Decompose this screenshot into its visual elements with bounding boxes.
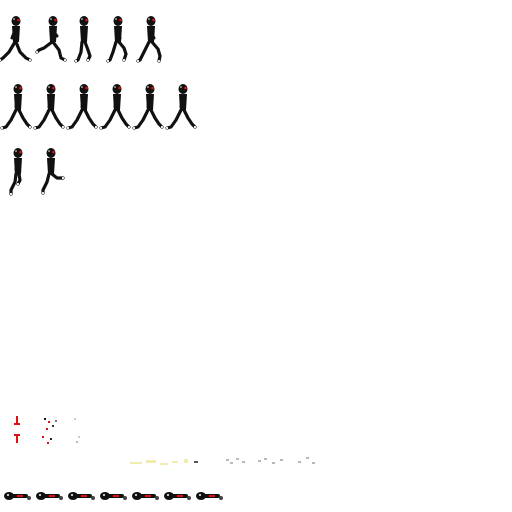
red-marker-bar (14, 423, 20, 425)
body-part-piece (35, 488, 65, 507)
debris-particle (48, 421, 50, 423)
sprite-frame-walk (66, 82, 100, 132)
debris-particle (46, 428, 48, 430)
red-marker (16, 434, 18, 443)
fighter-figure (9, 148, 23, 196)
spark-streak (130, 462, 142, 464)
body-part-piece (99, 488, 129, 507)
debris-particle (44, 418, 46, 420)
dust-particle (236, 458, 239, 460)
spark-streak (172, 461, 178, 463)
dust-particle (306, 457, 309, 459)
debris-particle (78, 436, 80, 438)
spark-core (194, 461, 198, 463)
dust-particle (258, 460, 261, 462)
debris-particle (55, 420, 57, 422)
dust-particle (264, 458, 267, 460)
fighter-figure (66, 84, 98, 130)
sprite-frame-walk (132, 82, 166, 132)
dust-particle (298, 461, 301, 463)
sprite-frame-tuck (2, 146, 34, 196)
dust-particle (280, 459, 283, 461)
dust-particle (230, 462, 233, 464)
debris-particle (42, 436, 44, 438)
sprite-frame-upright-step (68, 14, 100, 64)
fighter-figure (132, 84, 164, 130)
dust-particle (272, 462, 275, 464)
body-part-piece (131, 488, 161, 507)
debris-particle (74, 418, 76, 420)
debris-particle (76, 441, 78, 443)
body-part-piece (195, 488, 225, 507)
red-marker (16, 416, 18, 425)
red-marker-bar (14, 434, 20, 436)
fighter-figure (165, 84, 197, 130)
dust-particle (312, 462, 315, 464)
sprite-frame-walk (165, 82, 199, 132)
fighter-figure (74, 16, 92, 63)
dust-particle (226, 459, 229, 461)
sprite-frame-crouch-leap (35, 14, 67, 64)
fighter-figure (136, 16, 162, 63)
fighter-figure (0, 84, 32, 130)
fighter-figure (99, 84, 131, 130)
body-part-piece (163, 488, 193, 507)
dust-particle (242, 461, 245, 463)
fighter-figure (41, 148, 65, 195)
spark-streak (160, 463, 168, 465)
debris-particle (52, 425, 54, 427)
fighter-figure (106, 16, 128, 63)
body-part-piece (3, 488, 33, 507)
fighter-figure (35, 16, 67, 62)
sprite-frame-walk (33, 82, 67, 132)
fighter-figure (0, 16, 32, 62)
fighter-figure (33, 84, 65, 130)
sprite-frame-tuck-kick (35, 146, 67, 196)
body-part-piece (67, 488, 97, 507)
sprite-frame-leap-left (0, 14, 34, 64)
debris-particle (50, 438, 52, 440)
sprite-frame-walk (99, 82, 133, 132)
debris-particle (47, 442, 49, 444)
sprite-frame-stride-wide (134, 14, 166, 64)
spark-streak (146, 460, 156, 463)
sprite-frame-walk (0, 82, 34, 132)
spark-streak (184, 459, 188, 463)
sprite-frame-stride (101, 14, 133, 64)
